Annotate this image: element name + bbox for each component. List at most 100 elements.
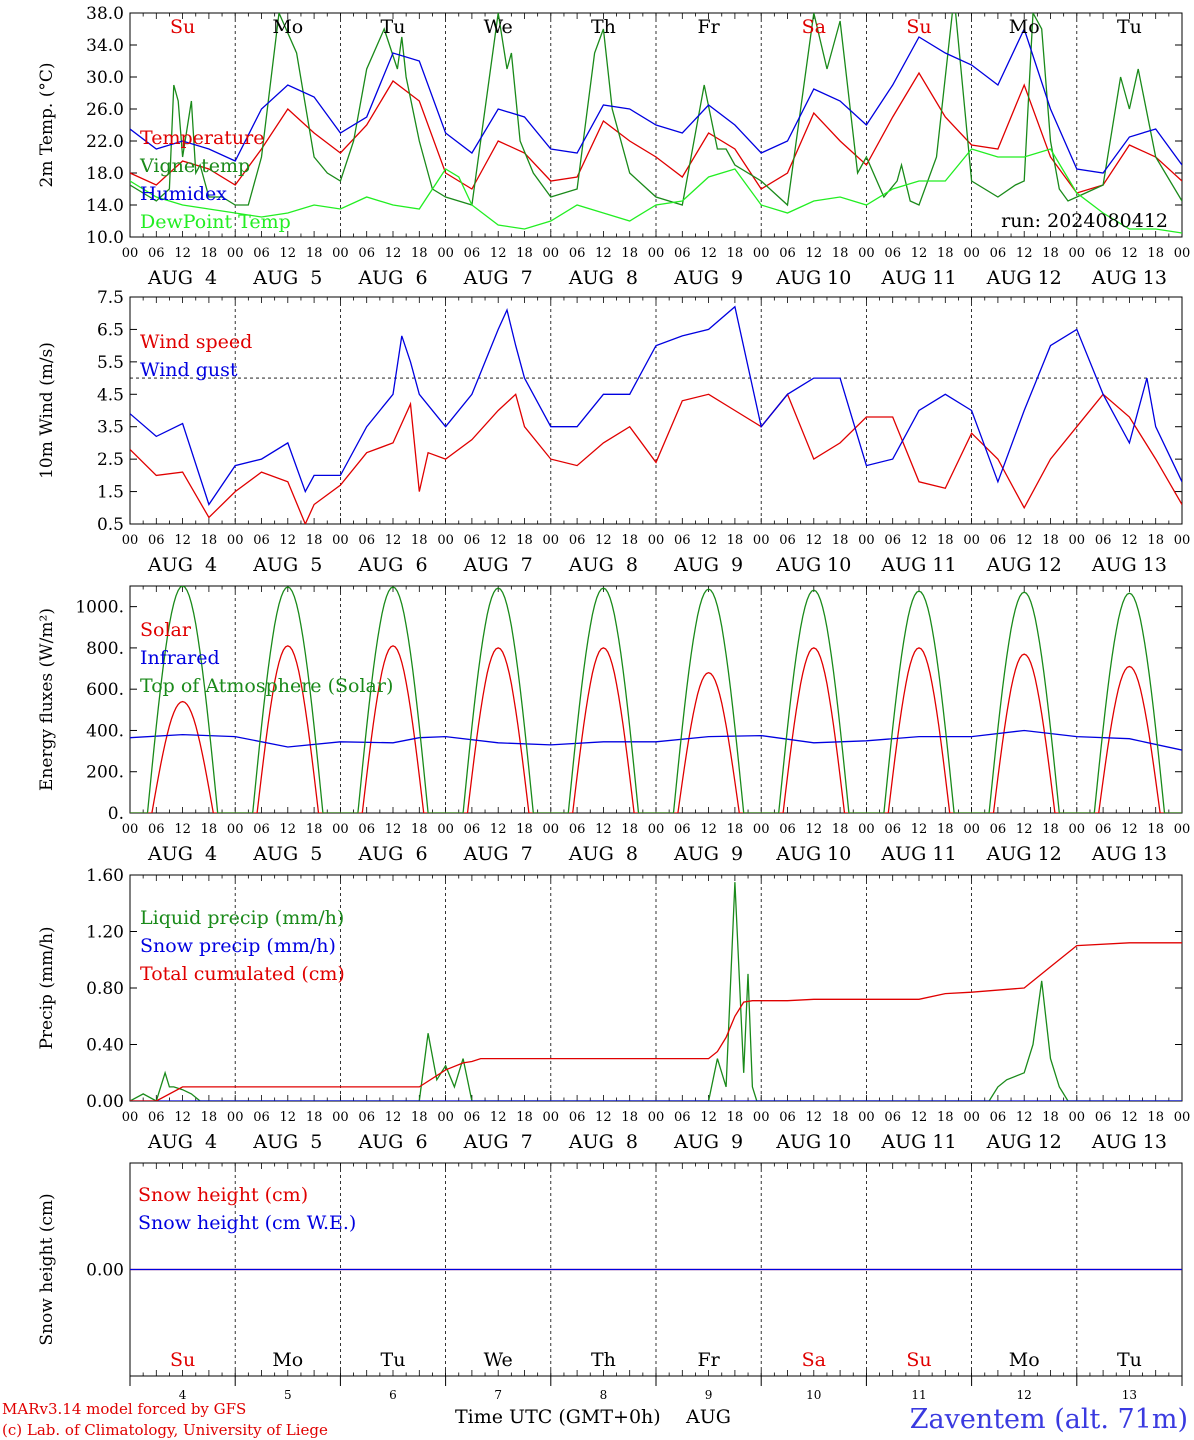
hour-tick-label: 06 — [674, 1110, 691, 1125]
hour-tick-label: 00 — [543, 533, 560, 548]
legend-entry: Humidex — [140, 183, 227, 205]
date-label: AUG 8 — [568, 1131, 638, 1153]
hour-tick-label: 18 — [516, 533, 533, 548]
hour-tick-label: 00 — [648, 246, 665, 261]
date-label: AUG 13 — [1091, 843, 1167, 865]
weekday-label-bottom: Su — [906, 1349, 931, 1371]
y-tick-label: 14.0 — [86, 196, 124, 216]
date-label: AUG 10 — [775, 554, 851, 576]
hour-tick-label: 06 — [358, 246, 375, 261]
legend-entry: Total cumulated (cm) — [140, 963, 345, 985]
y-axis-label: Energy fluxes (W/m²) — [37, 608, 57, 791]
date-label: AUG 9 — [673, 843, 743, 865]
hour-tick-label: 18 — [727, 246, 744, 261]
hour-tick-label: 18 — [306, 822, 323, 837]
hour-tick-label: 00 — [753, 1110, 770, 1125]
hour-tick-label: 12 — [280, 822, 297, 837]
hour-tick-label: 12 — [806, 1110, 823, 1125]
hour-tick-label: 00 — [648, 822, 665, 837]
hour-tick-label: 12 — [1121, 246, 1138, 261]
hour-tick-label: 12 — [1016, 246, 1033, 261]
hour-tick-label: 00 — [753, 246, 770, 261]
day-number: 6 — [389, 1388, 397, 1402]
hour-tick-label: 18 — [937, 533, 954, 548]
hour-tick-label: 06 — [148, 533, 165, 548]
hour-tick-label: 18 — [411, 1110, 428, 1125]
legend-entry: Wind gust — [140, 359, 238, 381]
hour-tick-label: 12 — [174, 822, 191, 837]
hour-tick-label: 06 — [464, 822, 481, 837]
hour-tick-label: 18 — [411, 822, 428, 837]
hour-tick-label: 06 — [779, 1110, 796, 1125]
weekday-label: Tu — [381, 16, 406, 38]
hour-tick-label: 18 — [727, 1110, 744, 1125]
date-label: AUG 11 — [880, 554, 956, 576]
date-label: AUG 9 — [673, 1131, 743, 1153]
hour-tick-label: 12 — [595, 1110, 612, 1125]
hour-tick-label: 00 — [1069, 822, 1086, 837]
series-line — [130, 586, 1182, 813]
y-tick-label: 5.5 — [97, 353, 124, 373]
hour-tick-label: 00 — [1069, 1110, 1086, 1125]
hour-tick-label: 00 — [858, 533, 875, 548]
hour-tick-label: 12 — [700, 533, 717, 548]
hour-tick-label: 00 — [227, 822, 244, 837]
day-number: 8 — [600, 1388, 608, 1402]
hour-tick-label: 18 — [516, 822, 533, 837]
weekday-label-bottom: We — [484, 1349, 513, 1371]
hour-tick-label: 00 — [437, 246, 454, 261]
hour-tick-label: 12 — [1016, 1110, 1033, 1125]
date-label: AUG 12 — [986, 267, 1062, 289]
date-label: AUG 10 — [775, 1131, 851, 1153]
series-line — [130, 148, 1182, 234]
hour-tick-label: 18 — [621, 822, 638, 837]
weekday-label-bottom: Su — [170, 1349, 195, 1371]
date-label: AUG 13 — [1091, 1131, 1167, 1153]
hour-tick-label: 06 — [779, 822, 796, 837]
hour-tick-label: 12 — [700, 1110, 717, 1125]
hour-tick-label: 12 — [911, 533, 928, 548]
date-label: AUG 5 — [252, 554, 322, 576]
hour-tick-label: 18 — [306, 533, 323, 548]
hour-tick-label: 12 — [385, 1110, 402, 1125]
legend-entry: Liquid precip (mm/h) — [140, 907, 344, 929]
hour-tick-label: 00 — [543, 246, 560, 261]
hour-tick-label: 12 — [174, 533, 191, 548]
hour-tick-label: 06 — [884, 533, 901, 548]
x-axis-labels: 00 06 12 18 AUG 4 00 06 12 18 AUG 5 00 06 12 18 AUG 6 0… — [122, 533, 1191, 576]
hour-tick-label: 18 — [1042, 822, 1059, 837]
series-line — [130, 393, 1182, 524]
day-number: 5 — [284, 1388, 292, 1402]
series-line — [130, 882, 1182, 1101]
y-tick-label: 1.60 — [86, 866, 124, 886]
hour-tick-label: 12 — [595, 533, 612, 548]
hour-tick-label: 06 — [253, 246, 270, 261]
legend-entry: Infrared — [140, 647, 220, 669]
hour-tick-label: 00 — [1069, 246, 1086, 261]
weekday-label: Sa — [802, 16, 826, 38]
hour-tick-label: 00 — [963, 533, 980, 548]
x-axis-labels: 00 06 12 18 AUG 4 00 06 12 18 AUG 5 00 06 12 18 AUG 6 0… — [122, 246, 1191, 289]
date-label: AUG 7 — [463, 843, 533, 865]
date-label: AUG 5 — [252, 267, 322, 289]
weekday-label: Mo — [1009, 16, 1040, 38]
hour-tick-label: 06 — [464, 533, 481, 548]
hour-tick-label: 06 — [464, 246, 481, 261]
weekday-label: Su — [170, 16, 195, 38]
hour-tick-label: 06 — [990, 246, 1007, 261]
date-label: AUG 11 — [880, 843, 956, 865]
hour-tick-label: 12 — [490, 533, 507, 548]
hour-tick-label: 18 — [1042, 246, 1059, 261]
series-group — [130, 586, 1182, 813]
day-number: 11 — [911, 1388, 926, 1402]
hour-tick-label: 18 — [411, 246, 428, 261]
hour-tick-label: 18 — [621, 246, 638, 261]
date-label: AUG 4 — [147, 554, 217, 576]
weekday-label: Su — [906, 16, 931, 38]
y-tick-label: 1.20 — [86, 923, 124, 943]
y-tick-label: 22.0 — [86, 132, 124, 152]
weekday-label-bottom: Tu — [381, 1349, 406, 1371]
hour-tick-label: 00 — [437, 1110, 454, 1125]
date-label: AUG 6 — [357, 843, 427, 865]
